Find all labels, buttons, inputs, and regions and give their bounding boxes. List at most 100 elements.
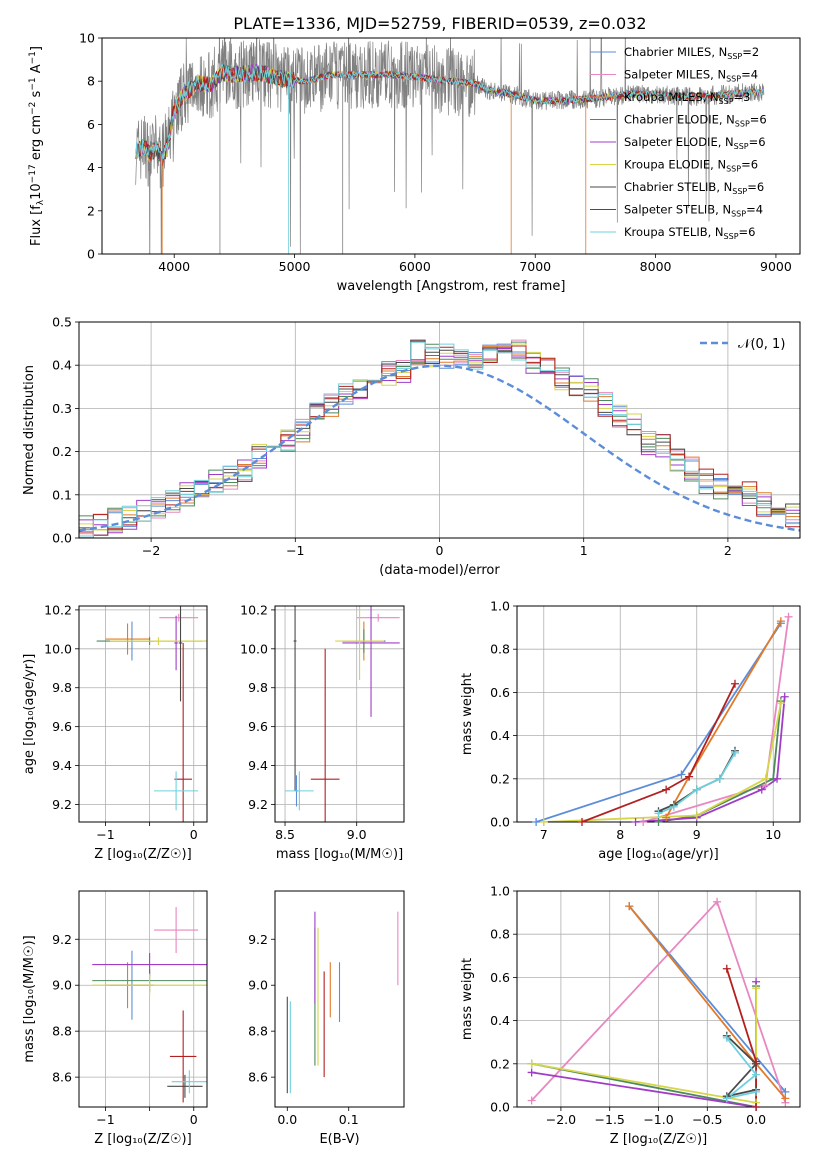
y-axis-label-part: −17 — [28, 164, 38, 183]
legend-label-part: SSP — [735, 120, 750, 129]
weight-marker — [722, 1033, 731, 1042]
y-tick-label: 9.0 — [52, 978, 72, 993]
x-tick-label: 9 — [693, 827, 701, 842]
weight-marker — [654, 818, 663, 826]
weight-marker — [730, 679, 739, 688]
legend-label-part: Chabrier STELIB, N — [624, 180, 732, 194]
weight-marker — [781, 1094, 790, 1103]
y-tick-label: 10.0 — [44, 641, 72, 656]
x-axis-label: (data-model)/error — [379, 563, 500, 578]
axes: 0.0 0.1 8.6 8.8 9.0 9.2 E(B-V) — [248, 890, 405, 1147]
y-tick-label: 0.4 — [490, 728, 510, 743]
axes-frame — [274, 890, 405, 1108]
y-tick-label: 0.3 — [52, 401, 72, 416]
weight-marker — [639, 818, 648, 826]
y-tick-label: 9.8 — [52, 680, 72, 695]
y-tick-label: 9.0 — [248, 978, 268, 993]
legend-label-part: =6 — [741, 158, 758, 172]
y-axis-label: age [log₁₀(age/yr)] — [22, 654, 37, 775]
y-axis-label-part: −1 — [28, 51, 38, 64]
weight-marker — [752, 1057, 761, 1066]
weight-marker — [631, 818, 640, 826]
weight-series — [642, 616, 790, 822]
weight-marker — [625, 902, 634, 911]
weight-marker — [532, 818, 541, 826]
legend-label: 𝒩(0, 1) — [738, 337, 785, 352]
weight-series — [581, 683, 736, 822]
x-tick-label: 9000 — [760, 259, 792, 274]
x-axis-label: Z [log₁₀(Z/Z☉)] — [610, 1132, 707, 1147]
y-tick-label: 8 — [87, 74, 95, 89]
errorbar-point — [285, 771, 314, 811]
panel-age-vs-Z: −1 0 9.2 9.4 9.6 9.8 10.0 10.2 Z [log₁₀(Z/Z☉)] ag… — [22, 602, 208, 862]
weight-series — [726, 1037, 758, 1100]
weight-marker — [662, 813, 671, 822]
panel-mass-vs-EBV: 0.0 0.1 8.6 8.8 9.0 9.2 E(B-V) — [248, 890, 405, 1147]
legend-label-part: =3 — [734, 90, 751, 104]
legend-label: Kroupa ELODIE, NSSP=6 — [624, 158, 758, 174]
x-tick-label: −1 — [96, 1112, 114, 1127]
legend-label-part: =6 — [739, 225, 756, 239]
weight-marker — [722, 964, 731, 973]
y-tick-label: 6 — [87, 117, 95, 132]
plot-area — [96, 606, 207, 822]
legend-label-part: SSP — [727, 52, 742, 61]
y-tick-label: 1.0 — [490, 884, 510, 899]
y-tick-label: 0 — [87, 247, 95, 262]
y-tick-label: 0.8 — [490, 642, 510, 657]
weight-marker — [752, 1087, 761, 1096]
x-axis-label: E(B-V) — [319, 1132, 359, 1147]
y-axis-label: Normed distribution — [22, 365, 37, 495]
y-axis-label-part: λ — [36, 199, 46, 205]
weight-marker — [715, 774, 724, 783]
weight-marker — [713, 897, 722, 906]
y-tick-label: 8.8 — [52, 1024, 72, 1039]
y-tick-label: 4 — [87, 160, 95, 175]
y-axis-label-part: −1 — [28, 77, 38, 90]
y-axis-label: mass weight — [460, 673, 475, 755]
errorbar-point — [356, 613, 400, 622]
axes-frame — [78, 890, 208, 1108]
y-tick-label: 8.6 — [52, 1070, 72, 1085]
legend-label: Salpeter ELODIE, NSSP=6 — [624, 135, 766, 151]
plot-area — [285, 606, 400, 822]
weight-marker — [677, 770, 686, 779]
panel-residuals: −2 −1 0 1 2 0.0 0.1 0.2 0.3 0.4 0.5 (data-model)/er… — [22, 315, 801, 578]
weight-series — [531, 981, 757, 1107]
axes-frame — [516, 605, 801, 823]
axes-frame — [274, 605, 405, 823]
axes-frame — [78, 321, 801, 539]
legend-label-part: SSP — [731, 210, 746, 219]
x-tick-label: −2 — [142, 543, 160, 558]
errorbar-point — [169, 1010, 197, 1103]
legend-label: Chabrier ELODIE, NSSP=6 — [624, 113, 767, 129]
panel-spectrum: 4000 5000 6000 7000 8000 9000 0 2 4 6 8 10 wavelengt… — [28, 31, 801, 294]
y-tick-label: 9.4 — [248, 758, 268, 773]
plot-area — [135, 38, 765, 254]
y-tick-label: 9.2 — [248, 932, 268, 947]
y-tick-label: 0.2 — [52, 444, 72, 459]
axes: 4000 5000 6000 7000 8000 9000 0 2 4 6 8 10 wavelengt… — [79, 31, 801, 294]
legend-label-part: Chabrier MILES, N — [624, 45, 727, 59]
weight-marker — [773, 774, 782, 783]
weight-marker — [752, 984, 761, 993]
axes-frame — [516, 890, 801, 1108]
x-tick-label: 6000 — [399, 259, 431, 274]
y-tick-label: 0.8 — [490, 927, 510, 942]
weight-marker — [527, 1059, 536, 1068]
weight-marker — [780, 692, 789, 701]
legend-label-part: SSP — [726, 165, 741, 174]
x-axis-label: Z [log₁₀(Z/Z☉)] — [94, 1132, 191, 1147]
x-tick-label: 8 — [616, 827, 624, 842]
legend-label-part: =4 — [741, 68, 758, 82]
axes-frame — [78, 605, 208, 823]
y-tick-label: 0.6 — [490, 685, 510, 700]
errorbar-point — [92, 953, 207, 977]
weight-marker — [669, 802, 678, 811]
x-axis-label: mass [log₁₀(M/M☉)] — [276, 847, 403, 862]
axes: −2 −1 0 1 2 0.0 0.1 0.2 0.3 0.4 0.5 (data-model)/er… — [22, 315, 801, 578]
weight-marker — [578, 818, 587, 826]
errorbar-point — [171, 1070, 207, 1094]
